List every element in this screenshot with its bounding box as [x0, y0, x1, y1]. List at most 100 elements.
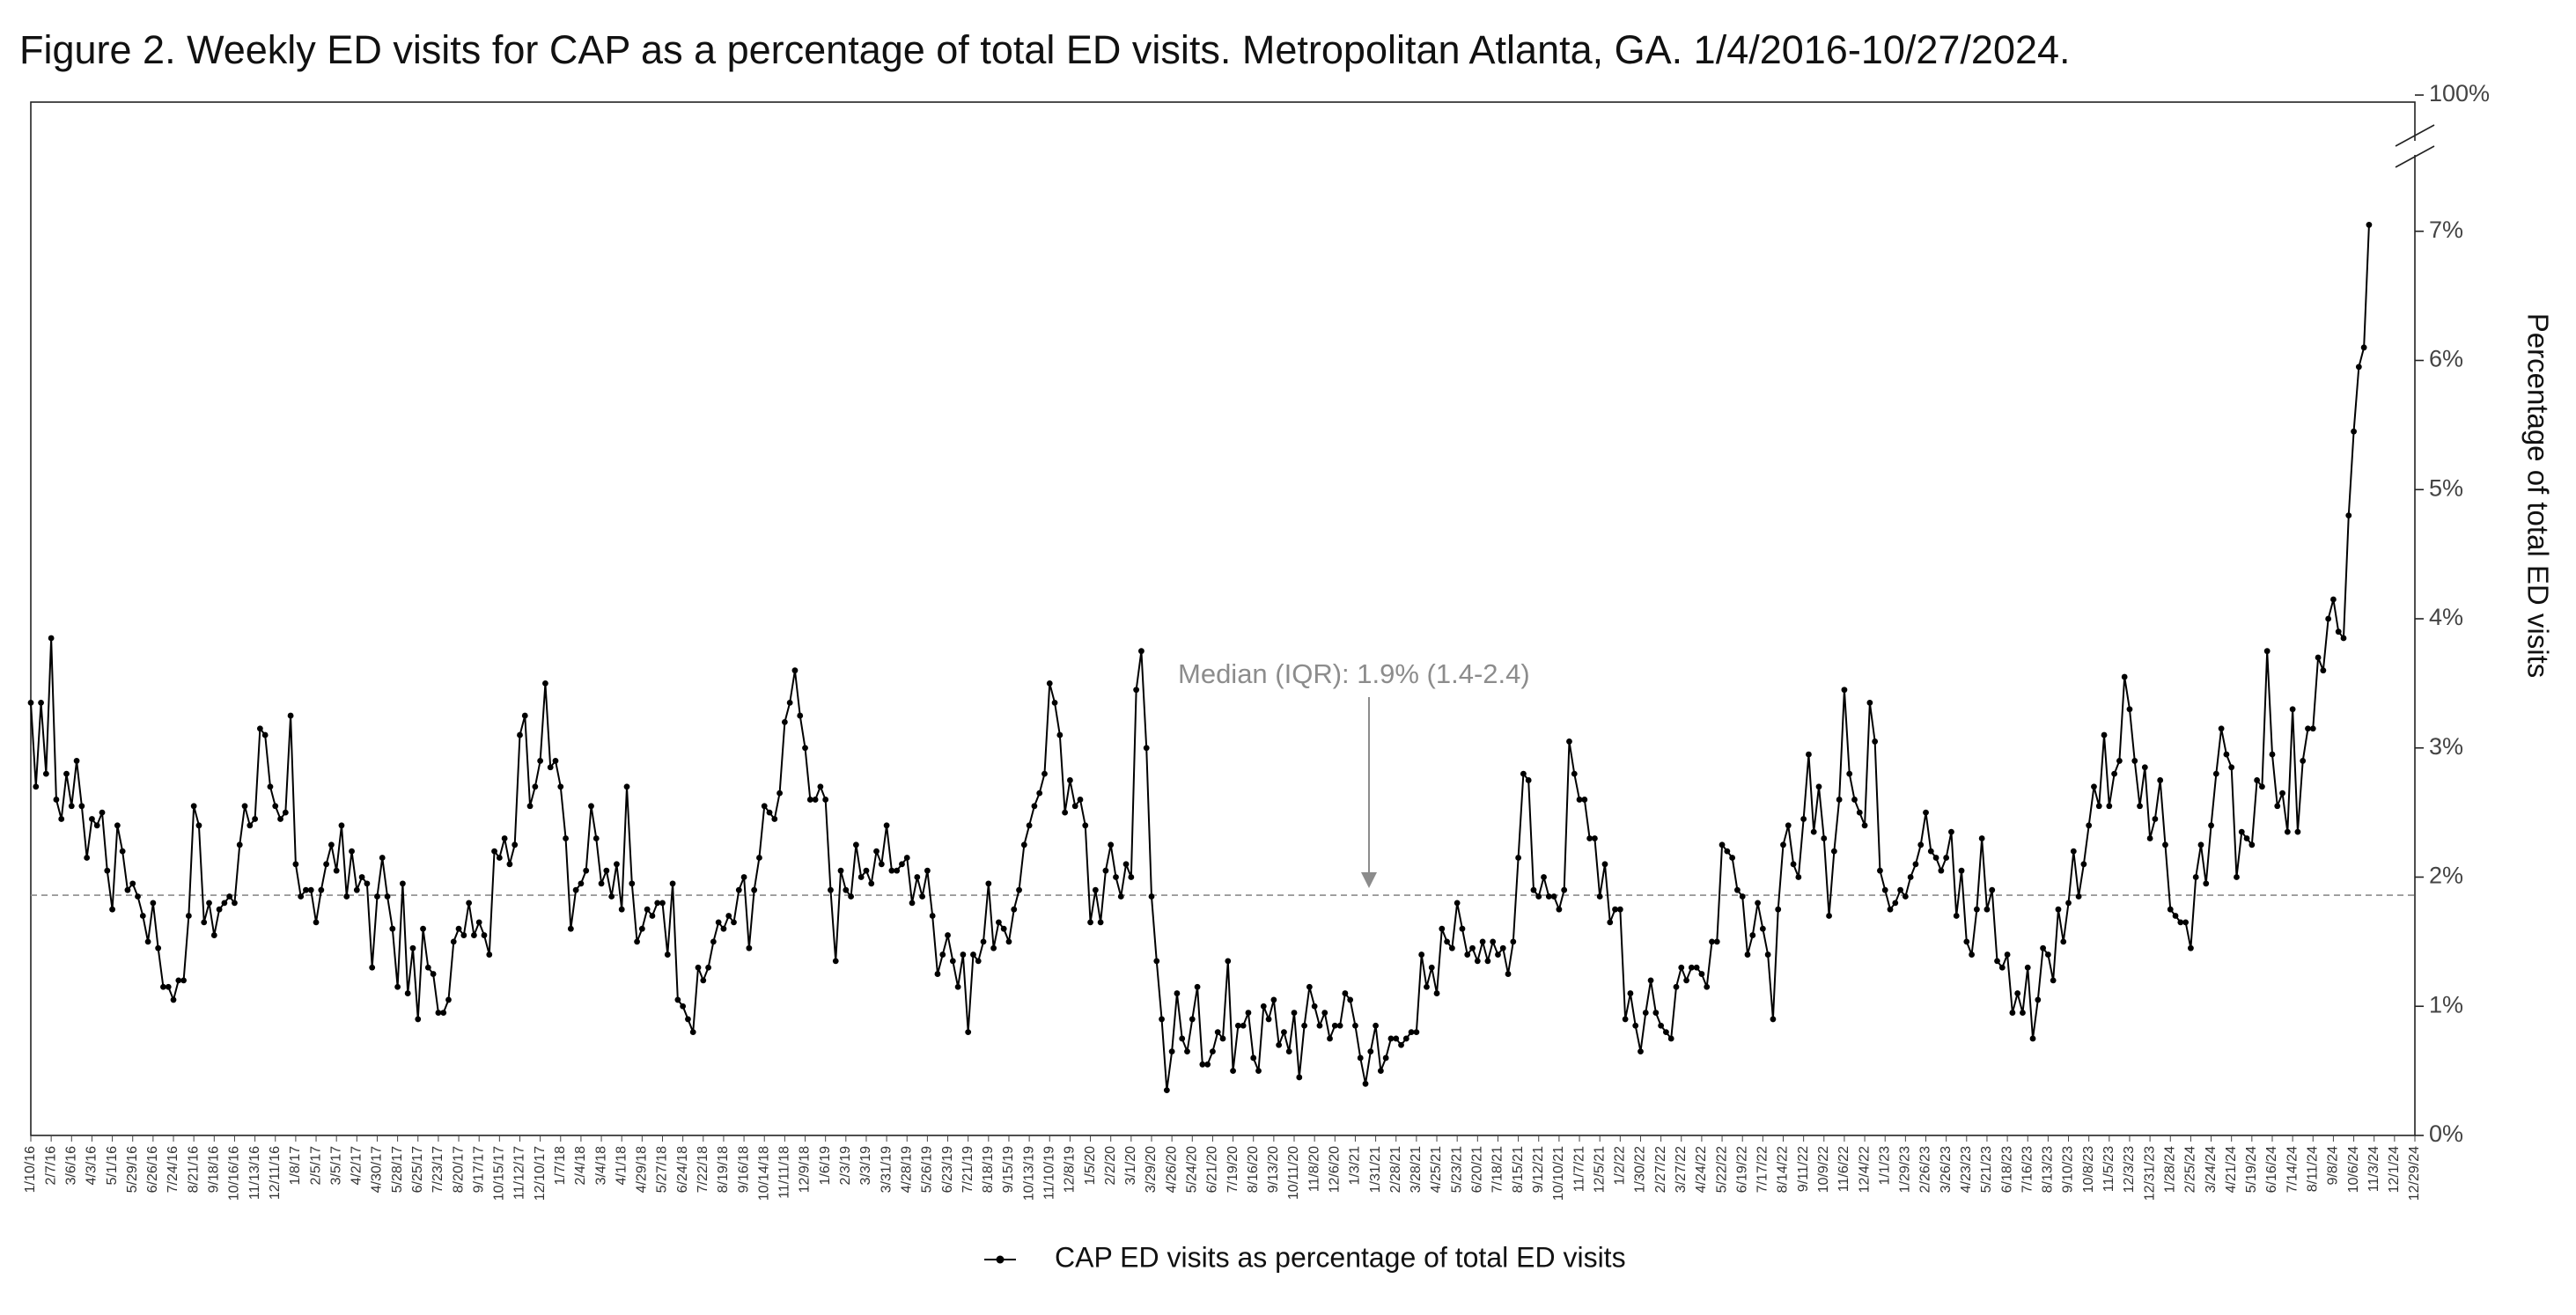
data-point	[1347, 996, 1354, 1003]
data-point	[771, 816, 778, 822]
data-point	[1051, 699, 1058, 706]
data-point	[735, 886, 742, 893]
data-point	[614, 861, 620, 868]
data-point	[2335, 628, 2342, 635]
data-point	[1978, 835, 1985, 841]
data-point	[1373, 1022, 1379, 1029]
data-point	[389, 925, 396, 932]
data-point	[1474, 958, 1481, 965]
x-tick-label: 1/3/21	[1348, 1146, 1363, 1186]
data-point	[924, 867, 931, 874]
data-point	[1464, 951, 1471, 958]
x-tick-label: 10/13/19	[1021, 1146, 1036, 1201]
x-tick-label: 8/20/17	[451, 1146, 466, 1193]
data-point	[894, 867, 901, 874]
x-tick-label: 4/26/20	[1164, 1146, 1179, 1193]
data-point	[526, 803, 534, 810]
data-point	[965, 1029, 972, 1035]
data-point	[1998, 964, 2006, 971]
data-point	[501, 835, 508, 841]
data-point	[598, 880, 605, 887]
data-point	[1418, 951, 1425, 958]
data-point	[1011, 906, 1018, 913]
data-point	[1433, 990, 1440, 996]
data-point	[1342, 990, 1349, 996]
data-point	[1739, 893, 1746, 900]
data-point	[506, 861, 513, 868]
data-point	[364, 880, 371, 887]
data-point	[2131, 758, 2138, 764]
data-point	[2177, 919, 2184, 926]
data-point	[1439, 925, 1446, 932]
data-point	[2035, 996, 2042, 1003]
data-point	[563, 835, 569, 841]
data-point	[674, 996, 681, 1003]
data-point	[1087, 919, 1093, 926]
data-point	[68, 803, 75, 810]
data-point	[1897, 886, 1903, 893]
data-point	[929, 913, 936, 919]
data-point	[776, 790, 783, 797]
x-tick-label: 10/11/20	[1286, 1146, 1301, 1200]
data-point	[883, 822, 890, 829]
data-point	[1265, 1016, 1272, 1023]
x-tick-label: 1/7/18	[553, 1146, 568, 1186]
data-point	[720, 925, 727, 932]
data-point	[180, 977, 187, 984]
data-point	[1285, 1048, 1292, 1055]
data-point	[1505, 971, 1512, 977]
data-point	[292, 861, 299, 868]
data-point	[766, 809, 773, 816]
data-point	[2106, 803, 2113, 810]
data-point	[1744, 951, 1751, 958]
data-point	[1026, 822, 1033, 829]
data-point	[634, 938, 640, 945]
x-tick-label: 6/18/23	[1999, 1146, 2014, 1193]
data-point	[837, 867, 844, 874]
data-point	[109, 906, 115, 913]
x-tick-label: 7/21/19	[960, 1146, 975, 1193]
data-point	[756, 855, 762, 861]
data-point	[2315, 654, 2322, 661]
data-point	[1571, 770, 1578, 777]
axis-break-mark	[2395, 145, 2435, 168]
x-tick-label: 2/7/16	[43, 1146, 58, 1186]
data-point	[857, 874, 865, 880]
y-tick-label: 5%	[2429, 474, 2463, 501]
data-point	[2269, 751, 2276, 758]
data-point	[843, 886, 850, 893]
data-point	[1596, 893, 1603, 900]
data-point	[1943, 855, 1950, 861]
data-point	[1122, 861, 1130, 868]
x-tick-label: 4/25/21	[1429, 1146, 1444, 1193]
x-tick-label: 4/24/22	[1694, 1146, 1709, 1193]
data-point	[1214, 1029, 1221, 1035]
x-tick-label: 6/25/17	[410, 1146, 425, 1193]
x-tick-label: 12/6/20	[1328, 1146, 1343, 1193]
data-point	[1321, 1010, 1328, 1016]
data-point	[471, 932, 477, 938]
x-tick-label: 12/1/24	[2387, 1146, 2402, 1193]
axis-break-gap	[2410, 141, 2420, 155]
x-tick-label: 4/21/24	[2224, 1146, 2239, 1193]
data-point	[1184, 1048, 1190, 1055]
data-point	[124, 886, 131, 893]
data-point	[2300, 758, 2307, 764]
data-point	[1724, 848, 1731, 855]
data-point	[2146, 835, 2153, 841]
data-point	[1148, 893, 1155, 900]
x-tick-label: 12/29/24	[2407, 1146, 2422, 1201]
x-tick-label: 8/19/18	[716, 1146, 731, 1193]
data-point	[272, 803, 279, 810]
data-point	[517, 731, 523, 738]
data-point	[1755, 900, 1761, 907]
data-point	[1163, 1087, 1170, 1094]
data-point	[170, 996, 177, 1003]
data-point	[1759, 925, 1766, 932]
data-point	[572, 886, 579, 893]
x-tick-label: 1/6/19	[818, 1146, 833, 1186]
data-point	[954, 983, 961, 990]
data-point	[2137, 803, 2143, 810]
data-point	[1638, 1048, 1644, 1055]
x-tick-label: 6/26/16	[145, 1146, 160, 1193]
